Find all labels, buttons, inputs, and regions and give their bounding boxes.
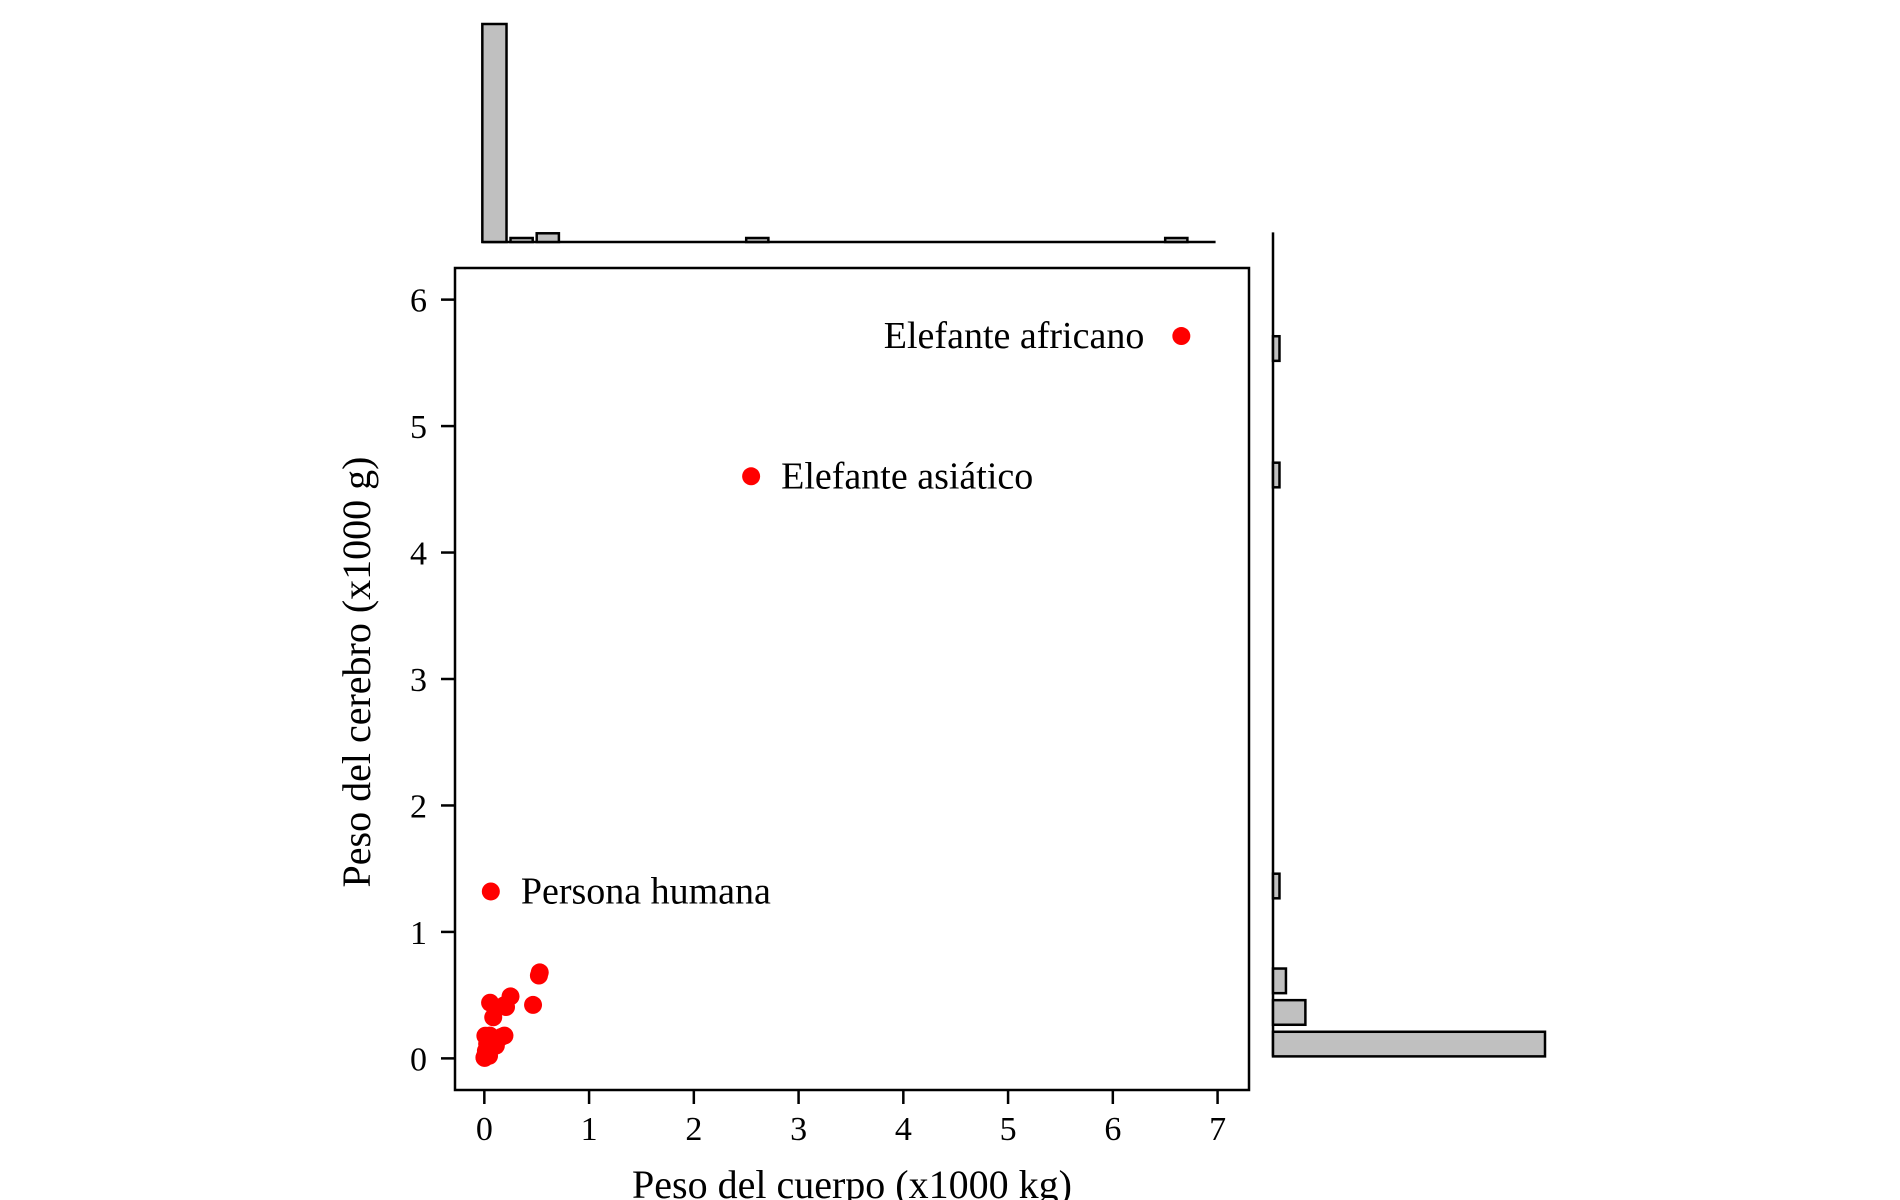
data-point: [742, 467, 761, 486]
x-axis-title: Peso del cuerpo (x1000 kg): [632, 1162, 1072, 1200]
right-histogram-bar: [1271, 1030, 1547, 1058]
data-points: [475, 327, 1191, 1067]
right-histogram-bar: [1271, 461, 1281, 489]
right-histogram-bar: [1271, 998, 1307, 1027]
y-axis-title: Peso del cerebro (x1000 g): [334, 457, 379, 888]
data-point: [484, 1008, 503, 1027]
data-point: [481, 882, 500, 901]
point-label: Elefante asiático: [781, 455, 1033, 497]
data-point: [1172, 327, 1191, 346]
x-tick-label: 2: [685, 1111, 702, 1148]
x-tick-label: 5: [1000, 1111, 1017, 1148]
y-tick-label: 3: [410, 662, 427, 699]
point-labels: Elefante africano Elefante asiático Person…: [521, 315, 1145, 912]
top-histogram-bar: [481, 22, 508, 244]
top-histogram-bar: [744, 236, 770, 244]
y-tick-label: 1: [410, 915, 427, 952]
right-histogram: [1271, 232, 1547, 1058]
y-tick-label: 4: [410, 536, 427, 573]
x-tick-label: 3: [790, 1111, 807, 1148]
x-tick-label: 6: [1104, 1111, 1121, 1148]
right-histogram-bar: [1271, 967, 1288, 995]
x-tick-label: 0: [476, 1111, 493, 1148]
data-point: [480, 1046, 499, 1065]
y-tick-label: 5: [410, 409, 427, 446]
right-histogram-bar: [1271, 334, 1281, 363]
plot-frame: [453, 266, 1251, 1092]
x-axis: 0 1 2 3 4 5 6 7: [476, 1090, 1226, 1148]
top-histogram-bar: [1163, 236, 1189, 244]
data-point: [530, 963, 549, 982]
point-label: Persona humana: [521, 870, 771, 912]
data-point: [494, 996, 513, 1015]
y-axis: 0 1 2 3 4 5 6: [410, 283, 455, 1078]
point-label: Elefante africano: [884, 315, 1145, 357]
x-tick-label: 4: [895, 1111, 912, 1148]
y-tick-label: 2: [410, 788, 427, 825]
top-histogram: [481, 22, 1216, 244]
y-tick-label: 6: [410, 283, 427, 320]
top-histogram-bar: [535, 232, 561, 244]
data-point: [524, 995, 543, 1014]
x-tick-label: 1: [581, 1111, 598, 1148]
y-tick-label: 0: [410, 1041, 427, 1078]
data-point: [481, 993, 500, 1012]
top-histogram-bar: [509, 236, 534, 244]
right-histogram-bar: [1271, 872, 1281, 900]
x-tick-label: 7: [1209, 1111, 1226, 1148]
